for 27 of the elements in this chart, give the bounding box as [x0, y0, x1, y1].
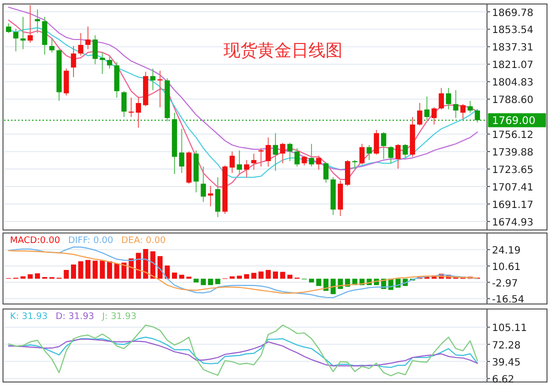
y-tick-label: 1837.31 [492, 42, 534, 54]
y-tick-label: 1821.07 [492, 60, 534, 72]
y-tick-label: 1853.54 [492, 25, 534, 36]
y-tick-label: 1739.88 [492, 148, 534, 159]
y-tick-label: 1869.78 [492, 8, 534, 19]
y-tick-label: 24.19 [492, 246, 521, 257]
y-tick-label: 1756.12 [492, 130, 534, 142]
y-tick-label: 10.61 [492, 262, 521, 273]
text: K: 31.93 [10, 312, 48, 322]
y-tick-label: 105.11 [492, 323, 527, 334]
y-tick-label: -2.97 [492, 278, 518, 290]
ref-line-label: 1769.00 [492, 115, 536, 128]
y-tick-label: 39.45 [492, 357, 521, 368]
series-label: J: 31.93 [101, 312, 136, 322]
text: 现货黄金日线图 [224, 41, 342, 61]
y-tick-label: 1788.60 [492, 95, 534, 106]
y-tick-label: -16.54 [492, 294, 524, 306]
y-tick-label: 1804.83 [492, 78, 534, 89]
text: MACD:0.00 [10, 236, 60, 246]
y-tick-label: 72.28 [492, 340, 521, 352]
series-label: DIFF: 0.00 [68, 236, 114, 246]
text: DEA: 0.00 [121, 236, 166, 246]
y-tick-label: 1674.93 [492, 217, 534, 228]
y-tick-label: 1723.65 [492, 165, 534, 176]
y-tick-label: 1707.41 [492, 182, 534, 194]
series-label: D: 31.93 [56, 312, 94, 322]
y-tick-label: 1691.17 [492, 200, 534, 211]
